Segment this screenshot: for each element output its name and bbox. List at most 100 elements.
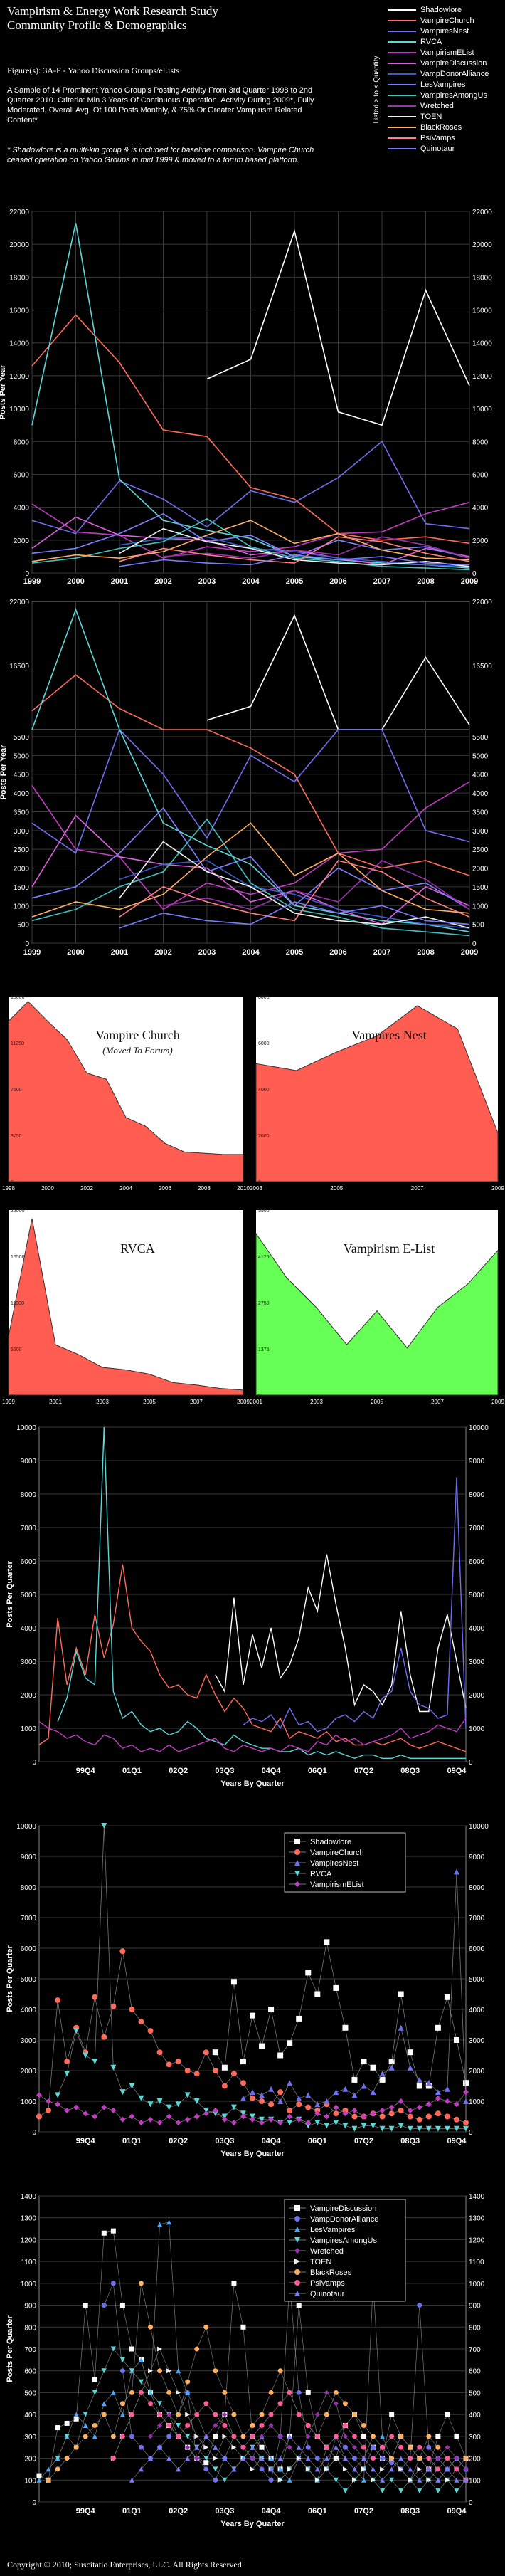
series-line-RVCA [57,1426,466,1760]
legend-label: VampirismEList [310,1881,364,1889]
data-point [110,2003,117,2009]
series-line-BlackRoses [31,822,470,918]
data-point [157,2412,163,2417]
data-point [268,2466,274,2472]
legend-label: LesVampires [420,80,466,89]
x-tick-label: 08Q3 [400,1767,420,1775]
x-tick-label: 2000 [67,948,84,957]
data-point [92,1994,98,2000]
data-point [119,2401,125,2407]
x-tick-label: 2005 [371,1399,383,1405]
data-point [129,2007,135,2012]
x-tick-label: 04Q4 [262,1767,282,1775]
x-tick-label: 2007 [190,1399,203,1405]
data-point [83,2423,88,2428]
data-point [147,2101,154,2108]
data-point [305,2466,311,2472]
data-point [294,2291,300,2296]
data-point [389,2456,395,2461]
data-point [342,2110,349,2117]
data-point [416,2104,422,2110]
data-point [221,2064,228,2071]
data-point [333,2477,339,2483]
data-point [342,2401,348,2407]
data-point [64,2420,70,2426]
data-point [277,2401,283,2407]
chart-panel-a: 0 0 2000 2000 4000 4000 6000 6000 8000 8000 10000 1… [0,203,505,594]
data-point [408,2477,413,2483]
series-line-Wretched [163,860,470,910]
data-point [294,1881,300,1887]
data-point [287,2444,292,2450]
data-point [222,2390,228,2395]
data-point [380,2477,386,2483]
data-point [351,2107,358,2113]
data-point [250,2012,255,2019]
data-point [294,2205,300,2211]
data-point [64,2456,70,2461]
data-point [426,2444,432,2450]
legend-entry: VampDonorAlliance [388,68,501,79]
data-point [379,2125,386,2132]
x-tick-label: 07Q2 [354,2137,373,2145]
data-point [296,2412,302,2417]
data-point [240,2095,246,2101]
data-point [445,2466,450,2472]
data-point [129,2083,135,2089]
data-point [294,2259,300,2264]
data-point [277,2477,283,2483]
data-point [305,2390,311,2395]
data-point [444,2113,450,2120]
data-point [250,2113,255,2120]
legend-entry: Quinotaur [388,143,501,154]
data-point [426,2477,432,2483]
header: Vampirism & Energy Work Research Study C… [0,0,505,203]
data-point [101,2230,107,2236]
y-tick-label: 1000 [21,2098,37,2106]
y-tick-label: 5500 [258,1209,270,1214]
y-tick-label-right: 900 [469,2303,481,2310]
x-tick-label: 06Q1 [308,1767,327,1775]
x-tick-label: 2003 [310,1399,323,1405]
data-point [212,2107,218,2113]
data-point [83,2434,88,2439]
data-point [444,2125,450,2132]
data-point [101,2368,107,2374]
data-point [148,2324,154,2330]
y-tick-label-right: 0 [472,570,477,578]
area-chart-subtitle: (Moved To Forum) [102,1045,172,1056]
x-tick-label: 06Q1 [308,2137,327,2145]
y-tick-label-right: 4000 [469,1625,485,1633]
y-tick-label: 800 [24,2324,36,2332]
data-point [148,2434,154,2439]
data-point [203,2460,209,2466]
y-tick-label: 18000 [9,274,29,282]
data-point [294,1871,300,1876]
data-point [333,2456,339,2461]
data-point [46,2466,51,2472]
y-tick-label: 100 [24,2477,36,2485]
data-point [296,2101,302,2108]
data-point [287,2040,293,2046]
data-point [240,2059,246,2065]
y-tick-label: 6000 [258,1041,270,1046]
data-point [351,2092,358,2098]
data-point [398,2488,404,2494]
data-point [435,2488,441,2494]
data-point [119,1948,126,1955]
data-point [463,2125,469,2132]
data-point [380,2456,386,2461]
data-point [389,2434,395,2439]
data-point [361,2477,367,2483]
data-point [388,2110,395,2117]
data-point [110,2228,116,2234]
legend-label: RVCA [420,37,442,46]
data-point [287,2120,293,2126]
y-tick-label: 16500 [9,663,29,671]
legend-swatch [388,51,416,53]
data-point [294,1849,300,1855]
data-point [435,2456,441,2461]
y-tick-label-right: 5000 [469,1592,485,1599]
data-point [333,2104,339,2110]
data-point [55,2466,60,2472]
